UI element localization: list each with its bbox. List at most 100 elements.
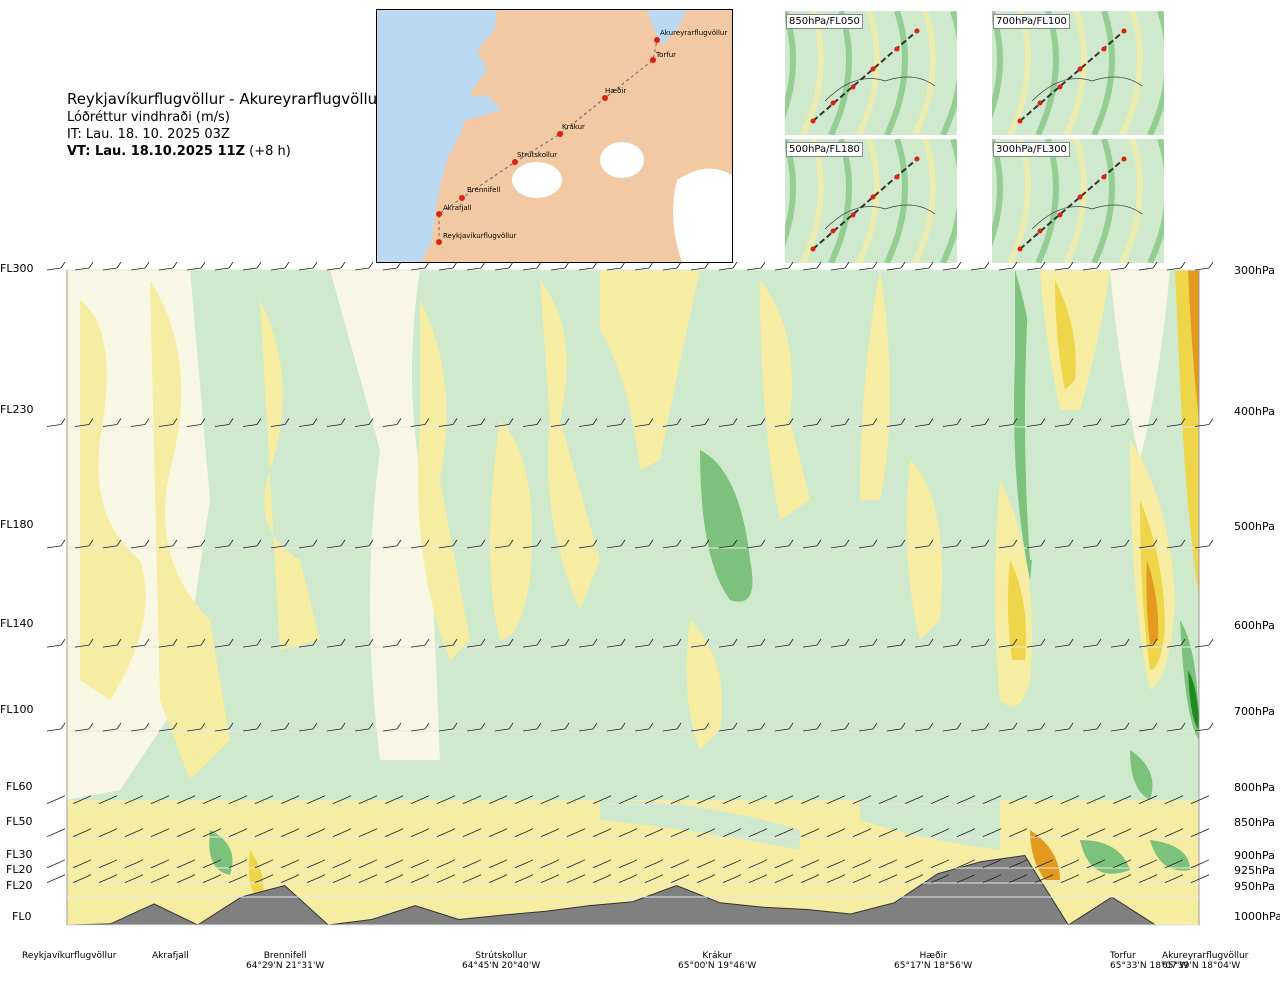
wind-barb [956,828,976,837]
wind-barb [298,539,318,549]
barb-feather [676,539,682,547]
barb-shaft [914,644,930,648]
barb-shaft [606,545,622,549]
barb-shaft [1194,545,1210,549]
velocity-contour [860,270,890,500]
wind-barb [1086,795,1106,804]
barb-shaft [1008,797,1024,804]
barb-shaft [878,797,894,804]
barb-feather [1040,261,1046,269]
wind-barb [858,261,878,271]
fl-label: FL0 [12,910,32,923]
wind-barb [774,722,794,732]
wind-barb [1082,261,1102,271]
wind-barb [228,828,248,837]
wind-barb [998,722,1018,732]
velocity-contour [1055,280,1076,390]
barb-shaft [886,728,902,732]
thumbnail-700hpa[interactable]: 700hPa/FL100 [979,10,1171,137]
barb-feather [1126,874,1132,877]
barb-shaft [1166,644,1182,648]
barb-shaft [46,797,62,804]
wind-barb [254,859,274,869]
wind-barb [382,722,402,732]
wind-barb [852,828,872,837]
barb-shaft [332,861,348,869]
barb-feather [762,874,768,877]
barb-feather [840,859,846,863]
barb-shaft [696,861,712,869]
barb-shaft [970,424,986,427]
wind-barb [254,795,274,804]
barb-shaft [1034,797,1050,804]
barb-feather [200,261,206,269]
wind-barb [826,795,846,804]
hpa-label: 850hPa [1234,816,1275,829]
wind-barb [130,261,150,271]
wind-barb [1060,874,1080,883]
barb-feather [1048,874,1054,877]
barb-shaft [722,830,738,837]
wind-barb [214,722,234,732]
vertical-velocity-field [67,270,1199,925]
barb-shaft [826,861,842,869]
barb-shaft [384,861,400,869]
wind-barb [176,859,196,869]
barb-feather [60,828,66,831]
barb-feather [144,722,150,730]
barb-shaft [306,861,322,869]
barb-shaft [1194,267,1210,271]
wind-barb [494,261,514,271]
wind-barb [130,722,150,732]
wind-barb [410,795,430,804]
barb-feather [814,874,820,877]
velocity-contour [760,280,810,520]
barb-feather [866,795,872,798]
station-name: Torfur [1110,951,1136,961]
thumbnail-300hpa[interactable]: 300hPa/FL300 [979,138,1171,265]
hpa-label: 300hPa [1234,264,1275,277]
barb-feather [88,638,94,646]
thumb-coast [824,76,936,102]
barb-shaft [72,876,88,883]
wind-barb [774,828,794,837]
wind-barb [606,261,626,271]
barb-shaft [1008,861,1024,869]
wind-barb [914,722,934,732]
wind-barb [332,859,352,869]
wind-barb [578,638,598,648]
barb-feather [592,638,598,646]
barb-feather [1208,539,1214,547]
barb-feather [312,418,318,425]
wind-barb [1166,418,1186,427]
barb-feather [396,722,402,730]
barb-feather [676,722,682,730]
barb-shaft [1190,876,1206,883]
wind-barb [46,418,66,427]
wind-barb [46,261,66,271]
thumbnail-850hpa[interactable]: 850hPa/FL050 [772,10,964,137]
wind-barb [800,859,820,869]
barb-feather [814,859,820,863]
wind-barb [578,722,598,732]
barb-shaft [228,830,244,837]
barb-shaft [1166,545,1182,549]
fl-label: FL180 [0,518,34,531]
barb-shaft [270,424,286,427]
barb-feather [528,874,534,877]
wind-barb [578,539,598,549]
wind-barb [662,539,682,549]
wind-barb [1082,722,1102,732]
barb-feather [372,859,378,863]
barb-feather [138,828,144,831]
wind-barb [176,795,196,804]
wind-barb [800,874,820,883]
barb-feather [190,828,196,831]
barb-shaft [438,644,454,648]
wind-barb [326,418,346,427]
wind-barb [1026,722,1046,732]
thumb-field [912,10,936,137]
barb-feather [658,828,664,831]
wind-barb [722,795,742,804]
wind-barb [494,418,514,427]
